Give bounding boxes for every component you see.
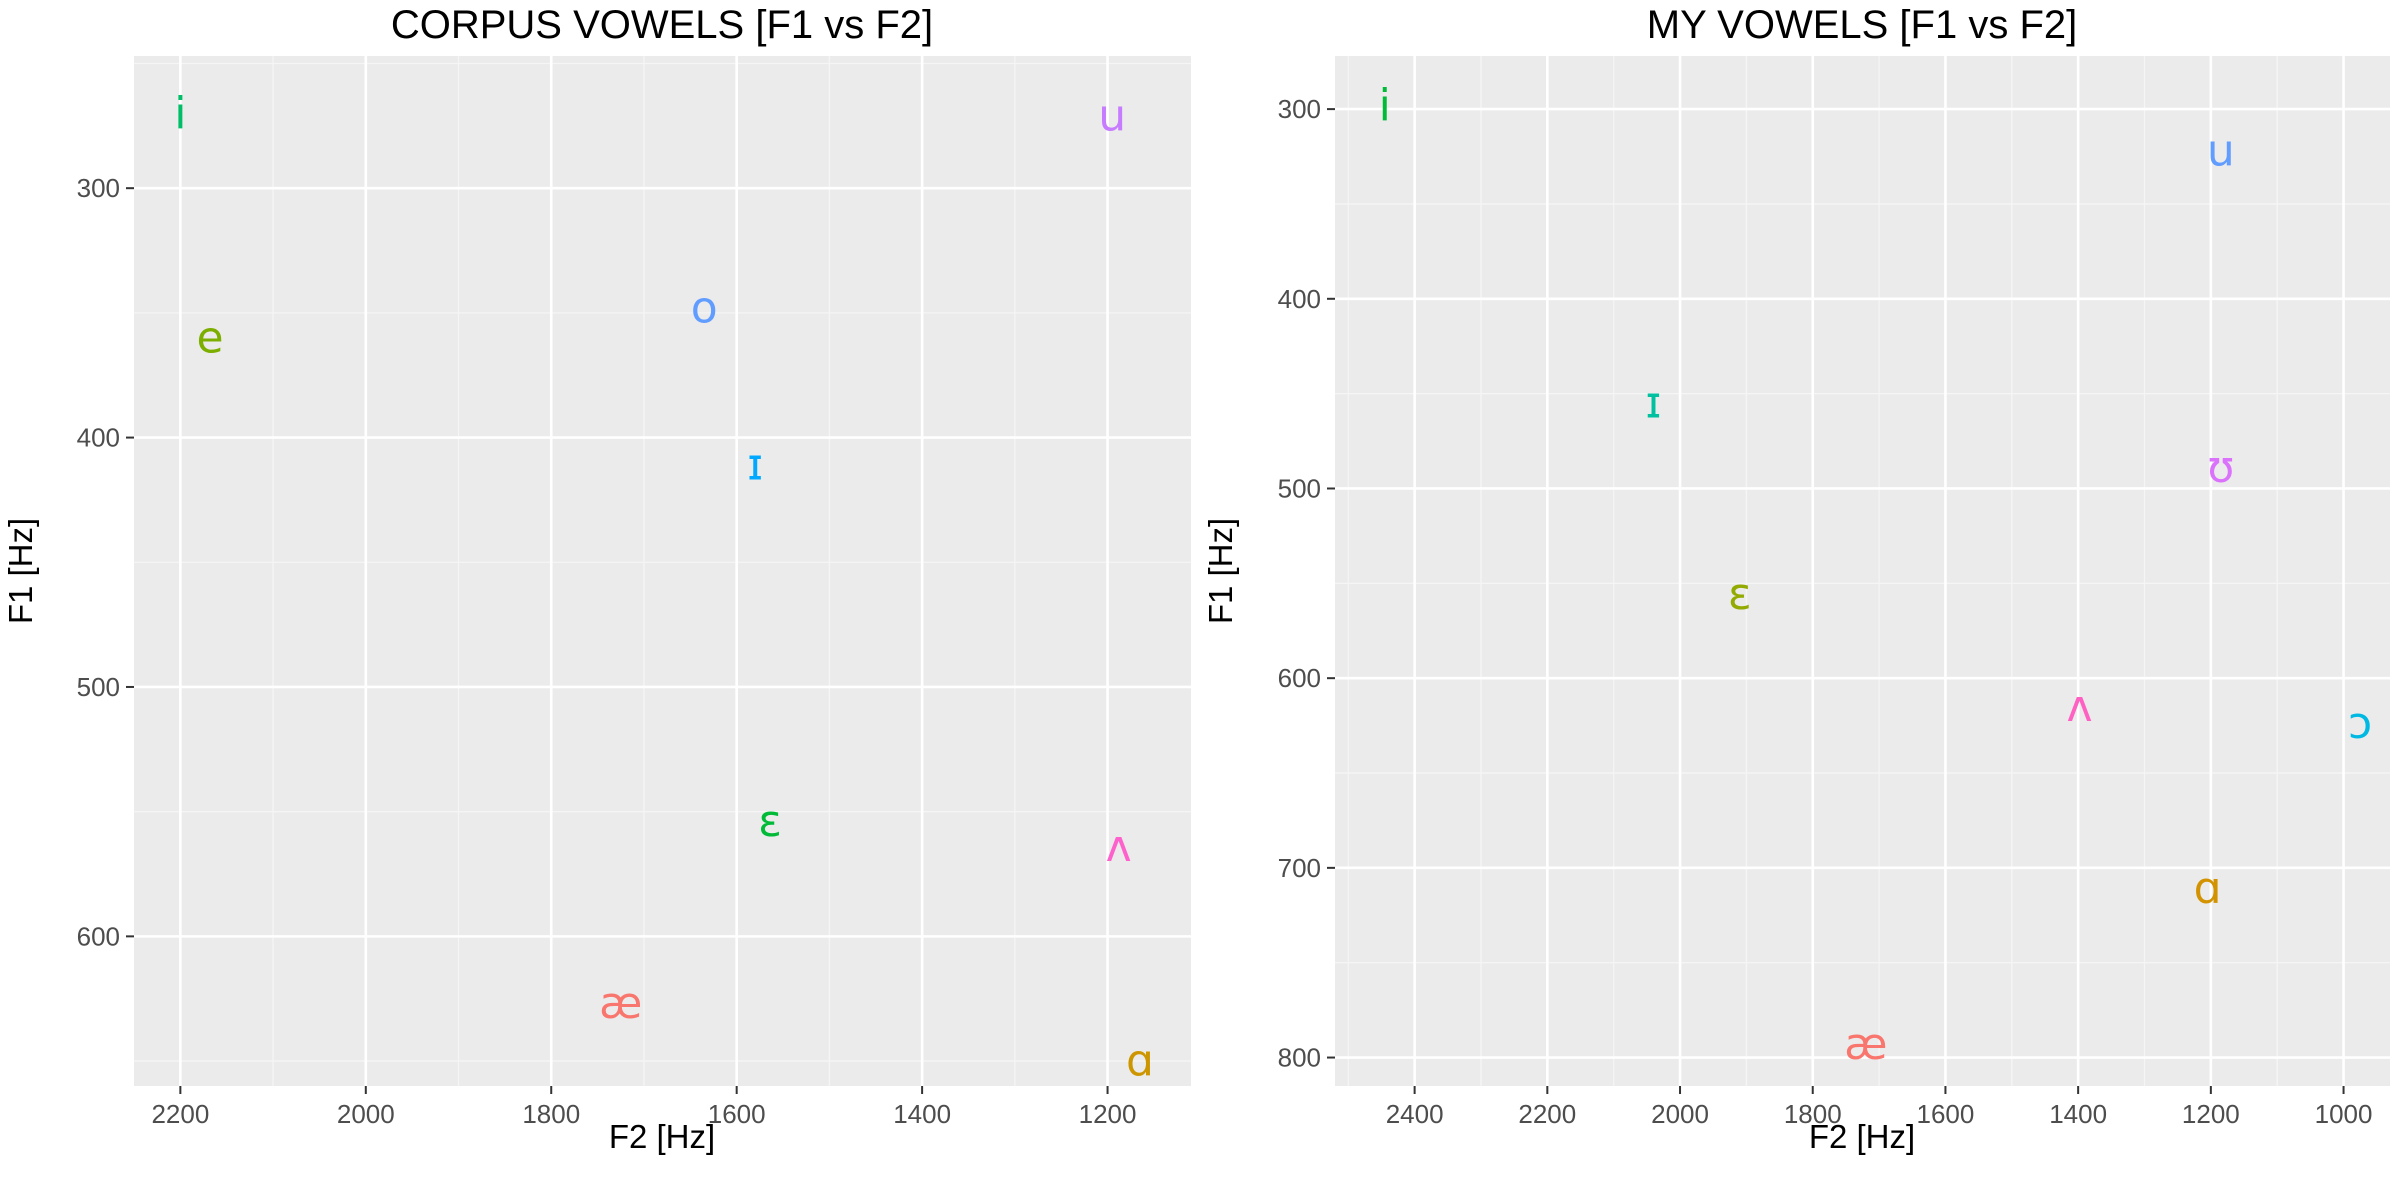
corpus-plot-background bbox=[134, 56, 1191, 1086]
my-plot-background bbox=[1335, 56, 2390, 1086]
x-tick-label: 1200 bbox=[2182, 1099, 2240, 1129]
y-tick-label: 400 bbox=[77, 423, 120, 453]
y-tick-label: 300 bbox=[77, 173, 120, 203]
corpus-vowel-points: i e o u ɪ ɛ ʌ æ ɑ bbox=[174, 88, 1154, 1087]
x-tick-label: 2200 bbox=[151, 1099, 209, 1129]
vowel-point: ɪ bbox=[747, 440, 763, 491]
x-tick-label: 1800 bbox=[1784, 1099, 1842, 1129]
vowel-point: u bbox=[1098, 90, 1126, 141]
corpus-grid bbox=[134, 56, 1191, 1086]
y-tick-label: 500 bbox=[77, 672, 120, 702]
vowel-point: æ bbox=[1844, 1019, 1887, 1070]
x-tick-label: 1600 bbox=[708, 1099, 766, 1129]
my-axis-ticks: 2400 2200 2000 1800 1600 1400 1200 1000 300 400 50… bbox=[1278, 94, 2373, 1129]
my-vowels-panel: MY VOWELS [F1 vs F2] 2400 2200 2000 1800 160… bbox=[1202, 3, 2390, 1155]
vowel-point: æ bbox=[599, 978, 642, 1029]
x-tick-label: 1800 bbox=[522, 1099, 580, 1129]
my-vowel-points: i u ɪ ʊ ɛ ʌ ɔ ɑ æ bbox=[1379, 80, 2373, 1070]
my-y-axis-label: F1 [Hz] bbox=[1202, 518, 1239, 624]
vowel-point: ɪ bbox=[1645, 378, 1661, 429]
y-tick-label: 700 bbox=[1278, 853, 1321, 883]
corpus-vowels-panel: CORPUS VOWELS [F1 vs F2] 2200 2000 1800 160… bbox=[2, 3, 1191, 1155]
x-tick-label: 1400 bbox=[2049, 1099, 2107, 1129]
vowel-point: o bbox=[691, 282, 718, 333]
x-tick-label: 2000 bbox=[337, 1099, 395, 1129]
vowel-point: e bbox=[196, 312, 223, 363]
y-tick-label: 500 bbox=[1278, 473, 1321, 503]
corpus-axis-ticks: 2200 2000 1800 1600 1400 1200 300 400 500 600 bbox=[77, 173, 1137, 1129]
my-grid bbox=[1335, 56, 2390, 1086]
vowel-point: u bbox=[2207, 125, 2235, 176]
vowel-point: ɛ bbox=[1728, 569, 1752, 620]
y-tick-label: 600 bbox=[1278, 663, 1321, 693]
vowel-point: ɑ bbox=[1126, 1036, 1154, 1087]
y-tick-label: 300 bbox=[1278, 94, 1321, 124]
corpus-x-axis-label: F2 [Hz] bbox=[609, 1118, 715, 1155]
corpus-y-axis-label: F1 [Hz] bbox=[2, 518, 39, 624]
vowel-point: ɔ bbox=[2348, 698, 2372, 749]
x-tick-label: 2400 bbox=[1386, 1099, 1444, 1129]
corpus-chart-title: CORPUS VOWELS [F1 vs F2] bbox=[391, 3, 933, 47]
vowel-point: ʌ bbox=[2066, 681, 2092, 732]
my-x-axis-label: F2 [Hz] bbox=[1809, 1118, 1915, 1155]
x-tick-label: 1200 bbox=[1079, 1099, 1137, 1129]
vowel-point: ʊ bbox=[2207, 442, 2234, 493]
y-tick-label: 600 bbox=[77, 921, 120, 951]
my-chart-title: MY VOWELS [F1 vs F2] bbox=[1647, 3, 2077, 47]
vowel-point: i bbox=[1379, 80, 1391, 131]
x-tick-label: 1600 bbox=[1917, 1099, 1975, 1129]
x-tick-label: 1000 bbox=[2315, 1099, 2373, 1129]
vowel-point: ʌ bbox=[1106, 821, 1132, 872]
x-tick-label: 1400 bbox=[893, 1099, 951, 1129]
y-tick-label: 800 bbox=[1278, 1043, 1321, 1073]
vowel-point: ɑ bbox=[2194, 863, 2222, 914]
x-tick-label: 2000 bbox=[1651, 1099, 1709, 1129]
vowel-point: i bbox=[174, 88, 186, 139]
vowel-point: ɛ bbox=[758, 796, 782, 847]
y-tick-label: 400 bbox=[1278, 284, 1321, 314]
x-tick-label: 2200 bbox=[1518, 1099, 1576, 1129]
